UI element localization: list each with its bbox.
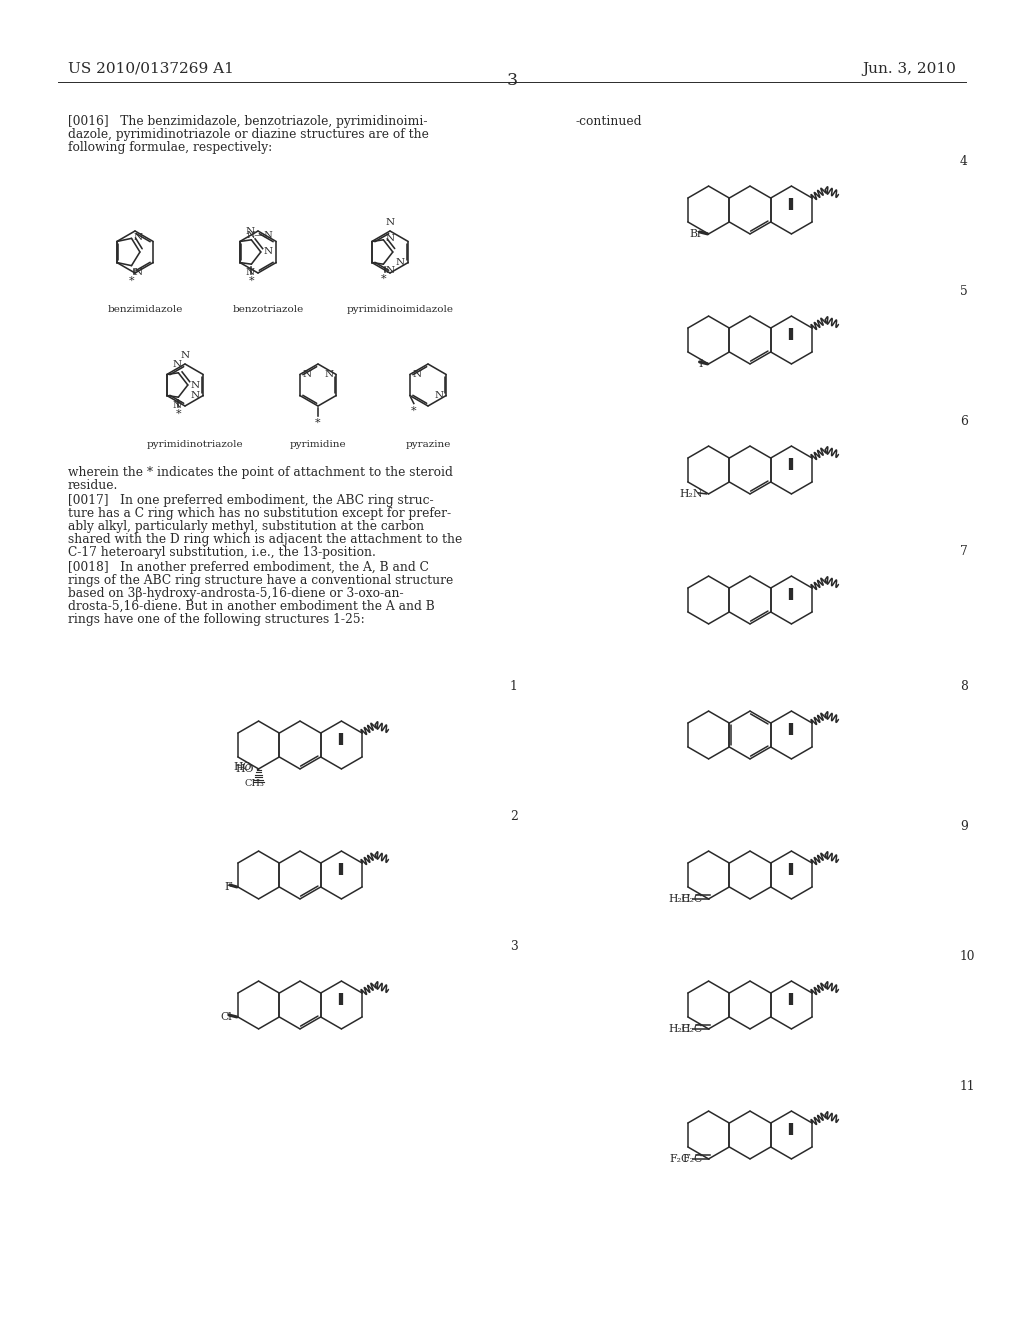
Text: 5: 5 bbox=[961, 285, 968, 298]
Text: F: F bbox=[224, 882, 231, 892]
Text: based on 3β-hydroxy-androsta-5,16-diene or 3-oxo-an-: based on 3β-hydroxy-androsta-5,16-diene … bbox=[68, 587, 403, 601]
Text: N: N bbox=[324, 370, 333, 379]
Text: CH₃: CH₃ bbox=[245, 779, 264, 788]
Text: N: N bbox=[395, 257, 404, 267]
Text: N: N bbox=[246, 268, 255, 277]
Text: 3: 3 bbox=[510, 940, 518, 953]
Text: drosta-5,16-diene. But in another embodiment the A and B: drosta-5,16-diene. But in another embodi… bbox=[68, 601, 435, 612]
Text: H₂C: H₂C bbox=[680, 1024, 702, 1034]
Text: N: N bbox=[303, 370, 312, 379]
Text: HO: HO bbox=[233, 762, 252, 772]
Text: [0016]   The benzimidazole, benzotriazole, pyrimidinoimi-: [0016] The benzimidazole, benzotriazole,… bbox=[68, 115, 427, 128]
Text: 4: 4 bbox=[961, 154, 968, 168]
Text: US 2010/0137269 A1: US 2010/0137269 A1 bbox=[68, 62, 233, 77]
Text: N: N bbox=[413, 370, 422, 379]
Text: H₂C: H₂C bbox=[668, 1024, 690, 1034]
Text: rings have one of the following structures 1-25:: rings have one of the following structur… bbox=[68, 612, 365, 626]
Text: pyrimidinotriazole: pyrimidinotriazole bbox=[146, 440, 244, 449]
Text: Jun. 3, 2010: Jun. 3, 2010 bbox=[862, 62, 956, 77]
Text: residue.: residue. bbox=[68, 479, 119, 492]
Text: N: N bbox=[190, 391, 200, 400]
Text: wherein the * indicates the point of attachment to the steroid: wherein the * indicates the point of att… bbox=[68, 466, 453, 479]
Text: N: N bbox=[434, 391, 443, 400]
Text: F₂C: F₂C bbox=[670, 1154, 690, 1164]
Text: benzotriazole: benzotriazole bbox=[232, 305, 304, 314]
Text: N—N: N—N bbox=[247, 231, 273, 240]
Text: [0017]   In one preferred embodiment, the ABC ring struc-: [0017] In one preferred embodiment, the … bbox=[68, 494, 433, 507]
Text: N: N bbox=[180, 351, 189, 360]
Text: 1: 1 bbox=[510, 680, 518, 693]
Text: H₂C: H₂C bbox=[680, 894, 702, 904]
Text: 7: 7 bbox=[961, 545, 968, 558]
Text: *: * bbox=[381, 275, 386, 284]
Text: Cl: Cl bbox=[220, 1012, 231, 1022]
Text: 3: 3 bbox=[507, 73, 517, 88]
Text: Br: Br bbox=[689, 228, 702, 239]
Text: 6: 6 bbox=[961, 414, 968, 428]
Text: N: N bbox=[173, 360, 182, 368]
Text: 8: 8 bbox=[961, 680, 968, 693]
Text: *: * bbox=[175, 409, 181, 420]
Text: 11: 11 bbox=[961, 1080, 976, 1093]
Text: N: N bbox=[173, 401, 182, 411]
Text: *: * bbox=[249, 276, 254, 286]
Text: *: * bbox=[411, 405, 417, 416]
Text: N: N bbox=[246, 227, 255, 236]
Text: F₂C: F₂C bbox=[682, 1154, 702, 1164]
Text: shared with the D ring which is adjacent the attachment to the: shared with the D ring which is adjacent… bbox=[68, 533, 462, 546]
Text: N: N bbox=[385, 235, 394, 243]
Text: C-17 heteroaryl substitution, i.e., the 13-position.: C-17 heteroaryl substitution, i.e., the … bbox=[68, 546, 376, 558]
Text: N: N bbox=[385, 267, 394, 275]
Text: HO: HO bbox=[236, 764, 254, 774]
Text: N: N bbox=[133, 232, 142, 242]
Text: 2: 2 bbox=[510, 810, 518, 822]
Text: N: N bbox=[385, 218, 394, 227]
Text: 10: 10 bbox=[961, 950, 976, 964]
Text: benzimidazole: benzimidazole bbox=[108, 305, 182, 314]
Text: rings of the ABC ring structure have a conventional structure: rings of the ABC ring structure have a c… bbox=[68, 574, 454, 587]
Text: H₂C: H₂C bbox=[668, 894, 690, 904]
Text: 9: 9 bbox=[961, 820, 968, 833]
Text: N: N bbox=[264, 248, 273, 256]
Text: following formulae, respectively:: following formulae, respectively: bbox=[68, 141, 272, 154]
Text: I: I bbox=[698, 359, 702, 368]
Text: N: N bbox=[190, 380, 200, 389]
Text: -continued: -continued bbox=[575, 115, 641, 128]
Text: N: N bbox=[133, 268, 142, 277]
Text: *: * bbox=[315, 418, 321, 428]
Text: *: * bbox=[129, 276, 134, 285]
Text: ture has a C ring which has no substitution except for prefer-: ture has a C ring which has no substitut… bbox=[68, 507, 452, 520]
Text: pyrazine: pyrazine bbox=[406, 440, 451, 449]
Text: [0018]   In another preferred embodiment, the A, B and C: [0018] In another preferred embodiment, … bbox=[68, 561, 429, 574]
Text: pyrimidinoimidazole: pyrimidinoimidazole bbox=[346, 305, 454, 314]
Text: ably alkyl, particularly methyl, substitution at the carbon: ably alkyl, particularly methyl, substit… bbox=[68, 520, 424, 533]
Text: pyrimidine: pyrimidine bbox=[290, 440, 346, 449]
Text: dazole, pyrimidinotriazole or diazine structures are of the: dazole, pyrimidinotriazole or diazine st… bbox=[68, 128, 429, 141]
Text: H₂N: H₂N bbox=[679, 488, 702, 499]
